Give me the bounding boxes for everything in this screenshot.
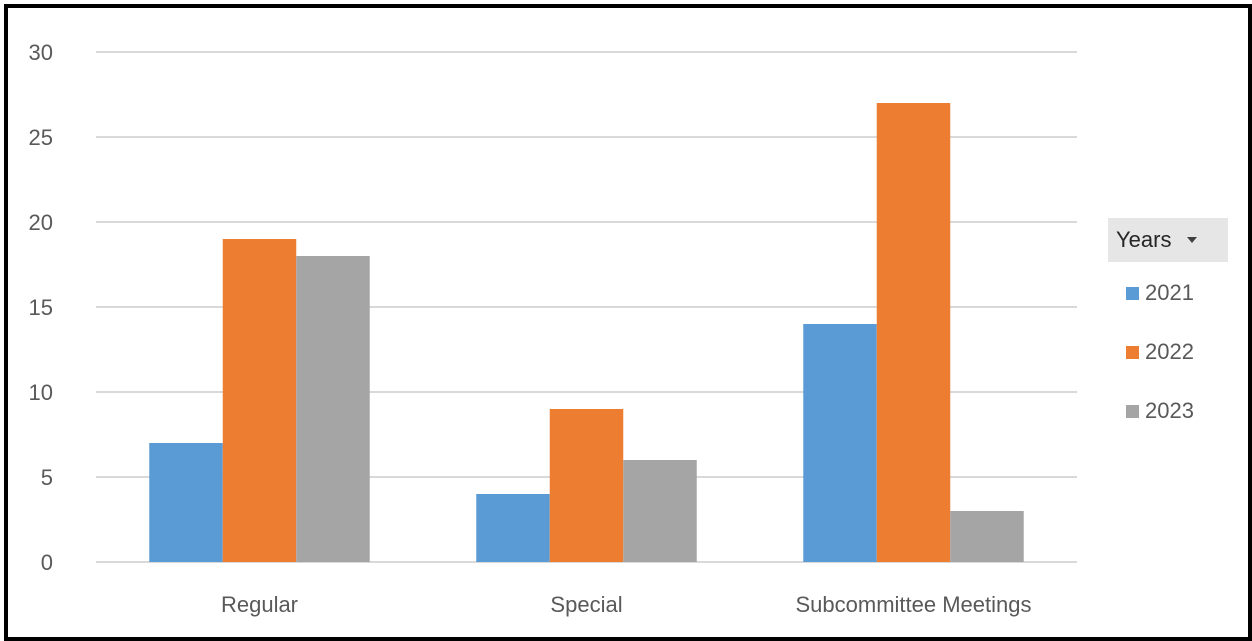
legend-swatch [1126,286,1139,300]
x-tick-label: Regular [221,592,298,617]
legend-filter-button[interactable]: Years [1108,218,1228,262]
bar-2021-0 [149,443,223,562]
y-tick-label: 15 [29,295,53,320]
legend-title: Years [1116,227,1172,252]
bar-2023-0 [296,256,370,562]
y-tick-label: 10 [29,380,53,405]
legend: 2021 2022 2023 [1126,278,1194,455]
y-tick-label: 20 [29,210,53,235]
bar-2022-2 [876,103,951,562]
y-tick-label: 25 [29,125,53,150]
x-tick-label: Special [550,592,622,617]
legend-item[interactable]: 2021 [1126,278,1194,308]
legend-label: 2022 [1145,339,1194,364]
dropdown-arrow-icon [1187,237,1198,243]
bar-2023-2 [950,511,1024,562]
legend-swatch [1126,345,1139,359]
bar-2021-1 [476,494,550,562]
legend-item[interactable]: 2023 [1126,396,1194,426]
y-tick-label: 5 [41,465,53,490]
legend-item[interactable]: 2022 [1126,337,1194,367]
bar-2021-2 [803,324,877,562]
legend-swatch [1126,404,1139,418]
legend-label: 2021 [1145,280,1194,305]
bar-2022-1 [549,409,624,562]
x-tick-label: Subcommittee Meetings [796,592,1032,617]
bar-2023-1 [623,460,697,562]
y-tick-label: 30 [29,40,53,65]
bar-2022-0 [222,239,297,562]
legend-label: 2023 [1145,398,1194,423]
y-tick-label: 0 [41,550,53,575]
